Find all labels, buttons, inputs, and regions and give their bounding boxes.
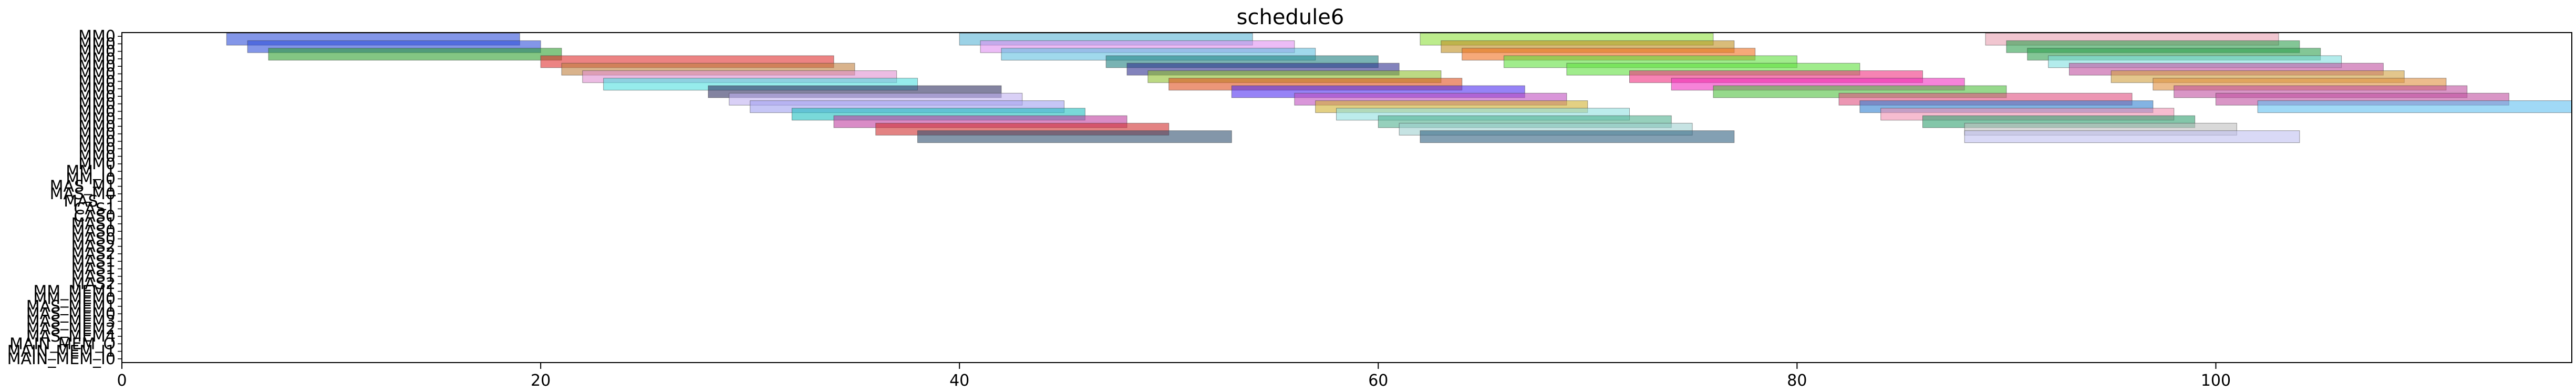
y-tick-labels: MM0MM0MM0MM0MM0MM0MM0MM0MM0MM0MM0MM0MM0M… <box>7 27 122 368</box>
y-tick-label: MM0 <box>78 65 116 84</box>
y-tick-label: CAS1 <box>74 200 116 218</box>
y-tick-label: MM0 <box>78 50 116 68</box>
y-tick-label: MAS_MEM2 <box>26 320 116 338</box>
y-tick-label: MAS1 <box>71 252 116 271</box>
gantt-bar <box>917 130 1232 143</box>
y-tick-label: MM_MEM0 <box>33 290 116 308</box>
y-tick-label: MAS_MEM0 <box>26 305 116 323</box>
y-tick-label: MM_MEM1 <box>33 282 116 301</box>
y-tick-label: MAS_MEM3 <box>26 313 116 331</box>
y-tick-label: MM0 <box>78 87 116 106</box>
y-tick-label: MAS1 <box>71 267 116 286</box>
x-tick-label: 20 <box>531 372 551 390</box>
y-tick-label: MAIN_MEM_I0 <box>7 350 116 368</box>
chart-title: schedule6 <box>1237 5 1344 29</box>
y-tick-label: MM0 <box>78 148 116 166</box>
y-tick-label: MAS1 <box>71 260 116 278</box>
bars-layer <box>226 33 2572 143</box>
y-tick-label: MM0 <box>78 117 116 136</box>
y-tick-label: MAIN_MEM_O <box>9 335 116 353</box>
x-ticks: 0 20 40 60 80 100 <box>117 363 2231 390</box>
gantt-bar <box>1420 130 1735 143</box>
y-tick-label: MM0 <box>78 102 116 121</box>
x-tick-label: 100 <box>2201 372 2231 390</box>
gantt-bar <box>268 48 562 61</box>
y-tick-label: MM0 <box>78 95 116 114</box>
y-tick-label: CAS0 <box>74 208 116 226</box>
y-tick-label: MM_I1 <box>66 162 116 181</box>
y-tick-label: MM0 <box>78 80 116 98</box>
gantt-bar <box>2257 100 2572 113</box>
y-tick-label: MAS_MEM4 <box>26 327 116 346</box>
y-tick-label: MAS2 <box>71 275 116 293</box>
y-tick-label: MAS_MEM1 <box>26 297 116 316</box>
y-tick-label: MM0 <box>78 73 116 91</box>
y-tick-label: MAS2 <box>71 238 116 256</box>
y-tick-label: MM0 <box>78 125 116 143</box>
gantt-bar <box>1964 130 2300 143</box>
y-tick-label: MM0 <box>78 35 116 53</box>
y-tick-label: MM0 <box>78 27 116 46</box>
x-tick-label: 0 <box>117 372 127 390</box>
y-tick-label: MM_I0 <box>66 170 116 188</box>
y-tick-label: MAS_M1 <box>50 178 116 196</box>
y-tick-label: MM0 <box>78 132 116 151</box>
y-tick-label: MAS0 <box>71 230 116 249</box>
y-tick-label: MAS_M0 <box>50 185 116 203</box>
x-tick-label: 40 <box>949 372 969 390</box>
y-tick-label: MM0 <box>78 43 116 61</box>
y-tick-label: MAS_T <box>64 192 116 211</box>
plot-frame <box>121 32 2572 363</box>
y-tick-label: MM0 <box>78 110 116 128</box>
y-tick-label: MAS1 <box>71 215 116 233</box>
y-tick-label: MM0 <box>78 57 116 76</box>
y-tick-label: MM0 <box>78 155 116 173</box>
x-tick-label: 60 <box>1368 372 1388 390</box>
y-tick-label: MAS2 <box>71 245 116 263</box>
y-tick-label: MAIN_MEM_I1 <box>7 343 116 361</box>
y-tick-label: MM0 <box>78 140 116 158</box>
x-tick-label: 80 <box>1787 372 1807 390</box>
y-tick-label: MAS0 <box>71 222 116 241</box>
